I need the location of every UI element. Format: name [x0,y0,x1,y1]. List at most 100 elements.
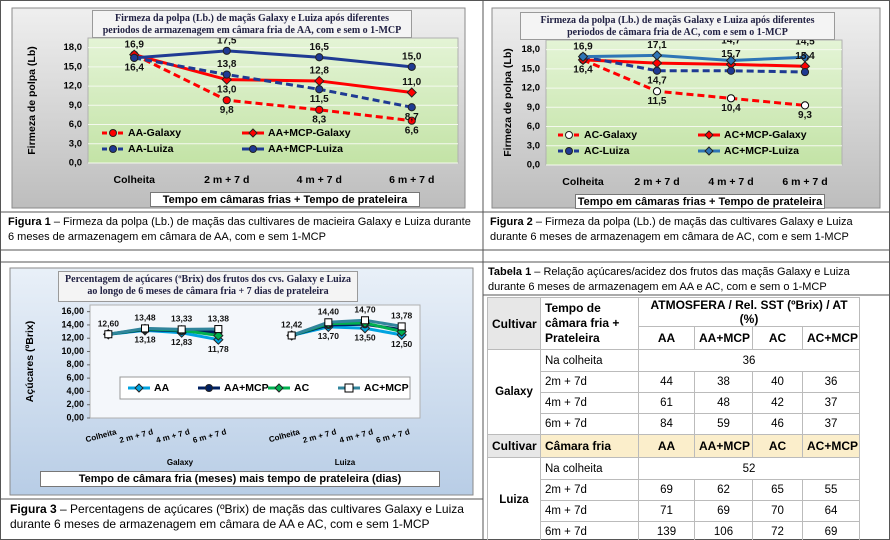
series-line [582,55,806,74]
data-label: 6,6 [405,125,419,136]
caption-label: Tabela 1 [488,266,532,278]
point [222,46,231,55]
header-row: AA AA+MCP AC AC+MCP [488,326,860,350]
data-label: 13,78 [391,311,413,321]
legend-label: AC-Luiza [584,145,630,157]
cell: AC [752,326,803,350]
series-line [133,53,412,123]
data-label: 15,7 [721,49,741,60]
data-label: 16,5 [310,42,330,53]
cell: 139 [638,521,695,540]
point [577,51,589,62]
caption-label: Figura 3 [10,502,57,516]
cell: 46 [752,413,803,435]
cell: Tempo de câmara fria + Prateleira [540,297,639,350]
cell: 55 [802,479,860,501]
point [652,87,662,96]
legend-box [119,376,411,400]
cell: 44 [638,371,695,393]
cell: 38 [694,371,753,393]
figure-caption: Figura 3 – Percentagens de açúcares (ºBr… [10,502,480,532]
figure-caption: Figura 1 – Firmeza da polpa (Lb.) de maç… [8,215,478,245]
legend-label: AC [294,382,310,394]
y-tick-label: 2,00 [66,399,84,409]
cell: 69 [638,479,695,501]
data-label: 14,40 [318,307,340,317]
cell: 2m + 7d [540,371,639,393]
point [287,331,296,340]
x-tick-label: 6 m + 7 d [389,174,434,186]
y-tick-label: 9,0 [69,100,82,111]
cell: 42 [752,392,803,414]
header-row: Cultivar Câmara fria AA AA+MCP AC AC+MCP [487,434,860,458]
caption-text: – Firmeza da polpa (Lb.) de maçãs das cu… [8,216,471,243]
cell: 65 [752,479,803,501]
data-label: 9,3 [798,110,812,121]
cell: Na colheita [540,457,639,480]
data-label: 14,5 [795,37,815,48]
y-axis-title: Firmeza de polpa (Lb) [502,48,514,157]
data-label: 13,50 [354,333,376,343]
x-axis-title: Tempo em câmaras frias + Tempo de pratel… [575,194,825,209]
cell: AA [638,434,695,458]
cell: 69 [802,521,860,540]
y-tick-label: 0,0 [527,160,540,171]
cell: ATMOSFERA / Rel. SST (ºBrix) / AT (%) [638,297,860,327]
cell: Luiza [487,457,541,540]
cell: 72 [752,521,803,540]
data-label: 15,4 [795,51,815,62]
y-tick-label: 3,0 [527,140,540,151]
data-label: 17,5 [217,35,237,46]
point [800,67,810,77]
cell: 6m + 7d [540,521,639,540]
chart: 0,0 3,0 6,0 9,0 12,0 15,0 18,0 Colheita 2 m + 7 … [491,7,881,209]
x-tick-label: 4 m + 7 d [297,174,342,186]
point [407,103,416,112]
cell: 4m + 7d [540,500,639,522]
row: Galaxy Na colheita 36 [487,349,860,435]
data-label: 12,60 [98,318,120,328]
y-tick-label: 18,0 [64,42,83,53]
series-line [582,58,806,107]
figure-caption: Figura 2 – Firmeza da polpa (Lb.) de maç… [490,215,885,245]
point [406,87,417,98]
point [652,66,662,75]
data-label: 8,3 [312,114,326,125]
cell: AA+MCP [694,434,753,458]
data-label: 12,50 [391,339,413,349]
header-row: Cultivar Tempo de câmara fria + Prateleir… [487,297,860,350]
point [141,324,149,333]
point [130,53,139,62]
y-tick-label: 9,0 [527,102,540,113]
data-label: 13,0 [217,84,237,95]
y-tick-label: 15,0 [64,61,83,72]
y-tick-label: 14,00 [61,319,84,329]
legend-marker [205,384,213,392]
cell: 59 [694,413,753,435]
chart: 0,00 2,00 4,00 6,00 8,00 10,00 12,00 14,00 16,00… [9,267,474,496]
point [104,330,113,339]
caption-label: Figura 1 [8,216,51,228]
legend-label: AA+MCP-Galaxy [268,127,351,139]
legend-label: AC+MCP-Galaxy [724,129,807,141]
chart-title: Firmeza da polpa (Lb.) de maçãs Galaxy e… [92,10,412,38]
row: 2m + 7d 69 62 65 55 [488,479,860,501]
point [407,62,416,71]
data-label: 9,8 [220,105,234,116]
legend-label: AA+MCP-Luiza [268,143,343,155]
x-axis-title: Tempo em câmaras frias + Tempo de pratel… [150,192,420,207]
x-axis-title: Tempo de câmara fria (meses) mais tempo … [40,471,440,487]
data-label: 10,4 [721,103,741,114]
point [361,316,369,325]
cell: Cultivar [487,434,541,458]
point [177,325,186,334]
data-label: 13,70 [318,331,340,341]
caption-text: – Firmeza da polpa (Lb.) de maçãs das cu… [490,216,853,243]
x-tick-label: Colheita [114,174,156,186]
caption-label: Figura 2 [490,216,533,228]
legend-marker [134,383,144,393]
y-tick-label: 6,00 [66,372,84,382]
series-line [134,49,412,69]
series-line [582,58,806,68]
